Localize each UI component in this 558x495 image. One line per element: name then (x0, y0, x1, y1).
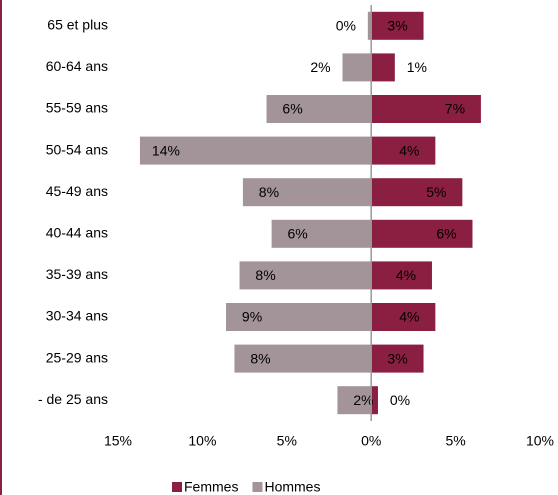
bar (371, 178, 463, 207)
bar (371, 344, 424, 373)
category-label: 25-29 ans (46, 349, 108, 365)
category-label: 45-49 ans (46, 183, 108, 199)
bar (234, 344, 372, 373)
bar (239, 261, 372, 290)
value-label: 3% (387, 18, 407, 34)
bar (271, 219, 372, 248)
value-label: 8% (259, 184, 279, 200)
bar (242, 178, 372, 207)
legend-swatch (252, 482, 263, 492)
value-label: 8% (255, 267, 275, 283)
bar (371, 95, 481, 123)
x-tick-label: 10% (188, 433, 216, 449)
category-label: 35-39 ans (46, 266, 108, 282)
value-label: 4% (399, 142, 419, 158)
value-label: 2% (310, 59, 330, 75)
value-label: 7% (445, 101, 465, 117)
value-label: 8% (250, 350, 270, 366)
x-tick-label: 5% (277, 433, 297, 449)
category-label: 30-34 ans (46, 308, 108, 324)
bar (371, 136, 436, 165)
bar (371, 303, 436, 331)
category-label: 60-64 ans (46, 58, 108, 74)
bar (371, 386, 378, 415)
value-label: 1% (407, 59, 427, 75)
category-label: - de 25 ans (38, 391, 108, 407)
value-label: 0% (336, 18, 356, 34)
category-label: 65 et plus (47, 17, 108, 33)
bar (371, 11, 424, 40)
value-label: 4% (399, 309, 419, 325)
x-tick-label: 5% (445, 433, 465, 449)
category-label: 50-54 ans (46, 141, 108, 157)
value-label: 9% (242, 309, 262, 325)
bar (342, 53, 372, 82)
bar (337, 386, 372, 415)
x-tick-label: 10% (526, 433, 554, 449)
bar (371, 219, 473, 248)
value-label: 2% (353, 392, 373, 408)
value-label: 4% (396, 267, 416, 283)
bar (371, 261, 432, 290)
bar (266, 95, 372, 123)
bar (371, 53, 395, 82)
bar (139, 136, 372, 165)
value-label: 6% (282, 101, 302, 117)
x-tick-label: 15% (104, 433, 132, 449)
left-border (0, 0, 2, 495)
value-label: 5% (426, 184, 446, 200)
bar (226, 303, 372, 331)
value-label: 0% (390, 392, 410, 408)
category-label: 55-59 ans (46, 100, 108, 116)
x-tick-label: 0% (361, 433, 381, 449)
legend-label: Hommes (264, 479, 320, 495)
value-label: 3% (387, 350, 407, 366)
value-label: 6% (436, 226, 456, 242)
legend-label: Femmes (184, 479, 238, 495)
bar (367, 11, 372, 40)
legend-swatch (172, 482, 182, 492)
value-label: 6% (287, 226, 307, 242)
value-label: 14% (152, 142, 180, 158)
category-label: 40-44 ans (46, 225, 108, 241)
